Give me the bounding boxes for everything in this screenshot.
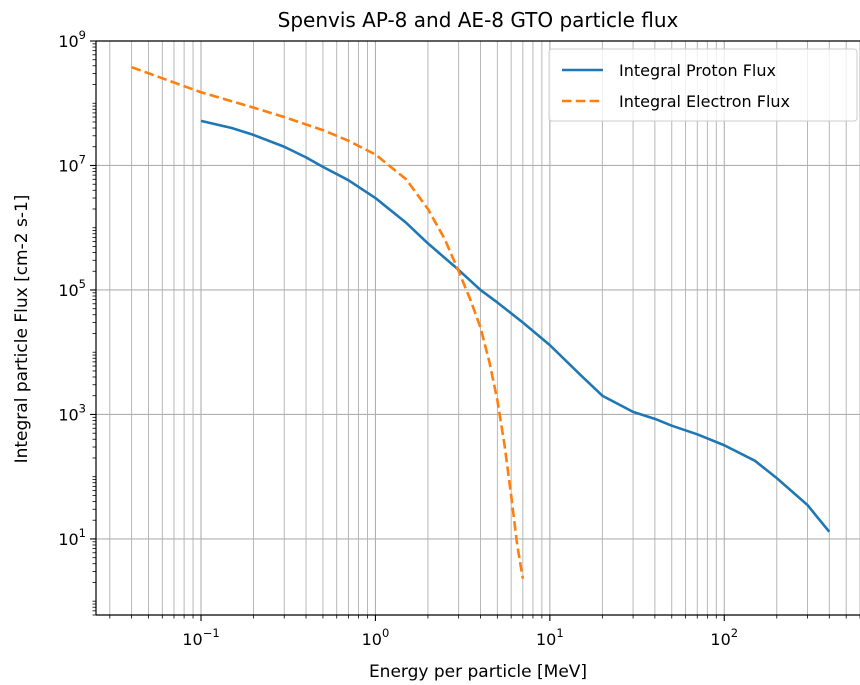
tick-marks — [90, 40, 860, 621]
x-tick-label: 101 — [536, 626, 564, 649]
series-lines — [131, 65, 831, 579]
y-tick-label-base: 10 — [58, 156, 78, 175]
x-tick-label-base: 10 — [182, 630, 202, 649]
chart-title: Spenvis AP-8 and AE-8 GTO particle flux — [278, 8, 679, 32]
x-tick-label: 102 — [710, 626, 738, 649]
x-tick-label: 10−1 — [182, 626, 219, 649]
x-tick-label-exponent: −1 — [203, 626, 220, 640]
y-tick-label-exponent: 5 — [79, 277, 86, 291]
y-tick-label-exponent: 1 — [79, 526, 86, 540]
y-tick-label-exponent: 7 — [79, 152, 86, 166]
axes-frame — [95, 40, 860, 616]
y-axis-label: Integral particle Flux [cm-2 s-1] — [12, 195, 32, 464]
y-tick-label: 105 — [58, 277, 86, 300]
y-tick-label-exponent: 3 — [79, 401, 86, 415]
x-tick-label-exponent: 0 — [382, 626, 389, 640]
x-tick-label-base: 10 — [536, 630, 556, 649]
x-tick-label-exponent: 2 — [731, 626, 738, 640]
y-tick-label-base: 10 — [58, 530, 78, 549]
legend: Integral Proton Flux Integral Electron F… — [548, 48, 858, 122]
y-tick-label: 103 — [58, 401, 86, 424]
y-tick-label-base: 10 — [58, 405, 78, 424]
legend-box — [548, 48, 858, 122]
y-tick-label: 101 — [58, 526, 86, 549]
y-tick-label: 109 — [58, 28, 86, 51]
y-tick-label: 107 — [58, 152, 86, 175]
legend-label-electron: Integral Electron Flux — [619, 92, 790, 111]
legend-label-proton: Integral Proton Flux — [619, 61, 776, 80]
y-tick-label-base: 10 — [58, 32, 78, 51]
y-tick-label-base: 10 — [58, 281, 78, 300]
electron-flux-line — [131, 65, 525, 579]
x-tick-label-exponent: 1 — [556, 626, 563, 640]
x-axis-label: Energy per particle [MeV] — [369, 662, 587, 682]
x-tick-label-base: 10 — [710, 630, 730, 649]
x-tick-label: 100 — [362, 626, 390, 649]
y-tick-label-exponent: 9 — [79, 28, 86, 42]
proton-flux-line — [200, 119, 831, 533]
grid — [96, 40, 860, 615]
x-tick-label-base: 10 — [362, 630, 382, 649]
